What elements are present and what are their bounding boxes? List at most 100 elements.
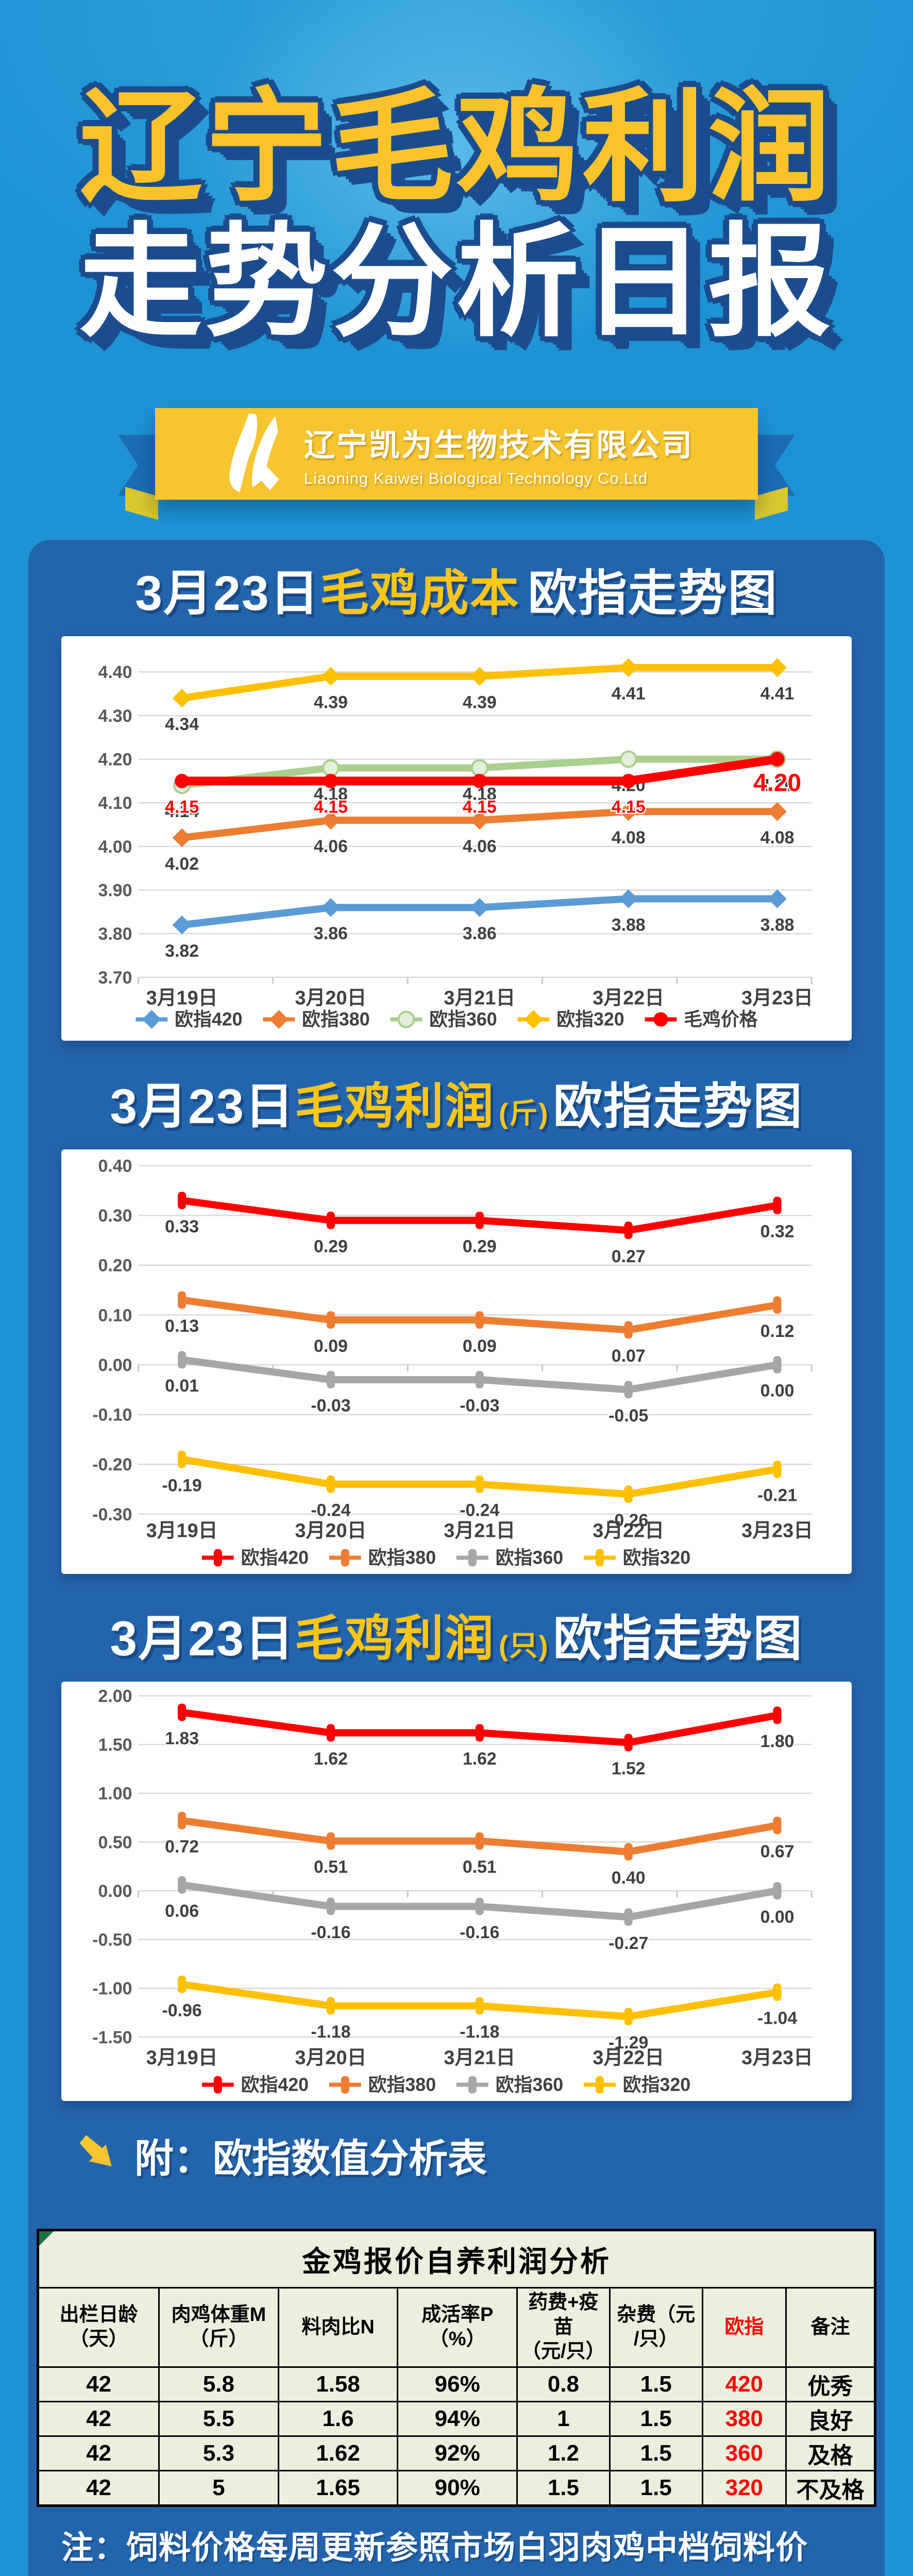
svg-text:0.51: 0.51 [463,1857,497,1877]
table-cell: 5 [158,2469,279,2506]
table-cell: 96% [397,2366,518,2402]
table-cell: 良好 [785,2400,876,2437]
table-row: 42 5 1.65 90% 1.5 1.5 320 不及格 [37,2469,876,2506]
svg-text:3月23日: 3月23日 [741,2047,813,2069]
svg-text:3月22日: 3月22日 [593,988,664,1009]
svg-text:3月22日: 3月22日 [593,2047,664,2069]
table-cell: 1.62 [277,2435,399,2471]
table-cell: 1.58 [277,2366,399,2402]
table-cell: 5.8 [158,2366,279,2402]
table-cell: 1.5 [608,2435,703,2471]
table-cell: 380 [701,2400,787,2437]
column-header: 备注 [785,2287,876,2368]
table-cell: 1.5 [608,2366,703,2402]
profit-per-bird-chart: 2.00 1.50 1.00 0.50 0.00 -0.50 -1.00 -1.50 1.83 1… [92,1686,813,2095]
cost-trend-chart-card: 4.40 4.30 4.20 4.10 4.00 3.90 3.80 3.70 3.82 3.86… [61,636,852,1041]
svg-text:0.09: 0.09 [463,1336,497,1356]
svg-text:欧指380: 欧指380 [302,1009,370,1030]
svg-text:欧指360: 欧指360 [496,1547,563,1568]
svg-text:0.51: 0.51 [314,1857,348,1877]
svg-text:4.20: 4.20 [753,769,801,796]
company-name-en: Liaoning Kaiwei Biological Technology Co… [304,469,648,487]
svg-text:3月19日: 3月19日 [146,988,218,1009]
table-cell: 优秀 [785,2366,876,2402]
svg-text:4.20: 4.20 [760,775,794,795]
svg-text:毛鸡价格: 毛鸡价格 [684,1009,758,1030]
svg-text:4.39: 4.39 [463,692,497,712]
column-header: 药费+疫苗 （元/只） [516,2287,611,2368]
svg-text:0.30: 0.30 [98,1206,132,1226]
table-cell: 及格 [785,2435,876,2471]
table-cell: 320 [701,2469,787,2506]
svg-text:0.27: 0.27 [612,1247,646,1266]
analysis-heading-text: 附：欧指数值分析表 [134,2137,487,2181]
title-unit: (只) [498,1630,549,1662]
table-cell: 42 [37,2469,160,2506]
svg-text:-1.04: -1.04 [757,2009,797,2028]
svg-text:0.01: 0.01 [165,1376,199,1396]
svg-text:0.00: 0.00 [98,1882,132,1901]
svg-text:欧指320: 欧指320 [623,2074,691,2095]
table-cell: 5.3 [158,2435,279,2471]
svg-text:-0.16: -0.16 [460,1923,499,1942]
svg-text:4.15: 4.15 [314,798,348,817]
banner-plate: 辽宁凯为生物技术有限公司 Liaoning Kaiwei Biological … [155,408,758,500]
analysis-heading: 附：欧指数值分析表 [72,2128,885,2190]
svg-text:0.40: 0.40 [612,1868,646,1888]
column-header: 欧指 [701,2287,787,2368]
svg-text:欧指420: 欧指420 [175,1009,243,1030]
svg-text:3.86: 3.86 [463,924,497,943]
svg-text:4.30: 4.30 [98,706,132,726]
profit-per-bird-chart-card: 2.00 1.50 1.00 0.50 0.00 -0.50 -1.00 -1.50 1.83 1… [61,1682,852,2101]
column-header: 料肉比N [277,2287,399,2368]
svg-text:0.33: 0.33 [165,1217,199,1236]
svg-text:3.70: 3.70 [98,968,132,988]
table-cell: 1.6 [277,2400,399,2437]
svg-text:欧指420: 欧指420 [241,2074,309,2095]
svg-text:0.50: 0.50 [98,1833,132,1852]
svg-text:4.18: 4.18 [463,784,497,804]
svg-text:0.72: 0.72 [165,1837,199,1856]
svg-text:0.00: 0.00 [760,1381,794,1401]
svg-text:0.20: 0.20 [98,1256,132,1276]
svg-text:0.29: 0.29 [463,1237,497,1257]
svg-text:4.15: 4.15 [612,798,646,817]
svg-text:0.32: 0.32 [760,1222,794,1242]
svg-text:4.41: 4.41 [760,684,794,704]
cost-trend-chart: 4.40 4.30 4.20 4.10 4.00 3.90 3.80 3.70 3.82 3.86… [98,658,813,1030]
svg-text:4.10: 4.10 [98,793,132,813]
svg-text:0.10: 0.10 [98,1306,132,1325]
svg-text:0.00: 0.00 [98,1355,132,1375]
svg-text:-0.21: -0.21 [757,1486,797,1505]
svg-text:3月22日: 3月22日 [593,1520,664,1542]
svg-text:3月20日: 3月20日 [295,1520,367,1542]
company-name-cn: 辽宁凯为生物技术有限公司 [304,428,694,463]
svg-text:3月19日: 3月19日 [146,1520,218,1542]
svg-text:4.00: 4.00 [98,837,132,857]
svg-text:-0.24: -0.24 [460,1501,499,1520]
section-title-cost: 3月23日毛鸡成本 欧指走势图 [28,561,885,633]
svg-text:3月23日: 3月23日 [741,1520,813,1542]
note-text: 注：饲料价格每周更新参照市场白羽肉鸡中档饲料价格，雏价和毛鸡价参照金鸡报价沈阳高… [61,2530,808,2576]
svg-text:-1.29: -1.29 [608,2033,648,2053]
title-highlight: 毛鸡利润 [294,1612,495,1666]
svg-text:-1.50: -1.50 [92,2028,132,2047]
svg-text:1.50: 1.50 [98,1735,132,1755]
svg-text:0.12: 0.12 [760,1321,794,1341]
page-header: 辽宁毛鸡利润 走势分析日报 [0,80,913,350]
svg-text:4.41: 4.41 [612,684,646,704]
profit-per-jin-chart: 0.40 0.30 0.20 0.10 0.00 -0.10 -0.20 -0.30 0.33 0… [92,1156,813,1568]
table-cell: 1.2 [516,2435,611,2471]
svg-text:4.15: 4.15 [463,798,497,817]
svg-text:欧指320: 欧指320 [556,1009,624,1030]
company-name-block: 辽宁凯为生物技术有限公司 Liaoning Kaiwei Biological … [304,420,694,488]
svg-text:-1.18: -1.18 [311,2022,350,2042]
table-cell: 1.5 [608,2400,703,2437]
table-cell: 1 [516,2400,611,2437]
table-cell: 42 [37,2366,160,2402]
profit-analysis-table: 金鸡报价自养利润分析 出栏日龄 （天） 肉鸡体重M （斤） 料肉比N 成活率P （%） 药费+… [37,2229,876,2507]
svg-text:-0.16: -0.16 [311,1923,350,1942]
title-highlight: 毛鸡成本 [319,566,520,621]
svg-text:-0.50: -0.50 [92,1930,132,1950]
svg-text:-0.24: -0.24 [311,1501,350,1520]
